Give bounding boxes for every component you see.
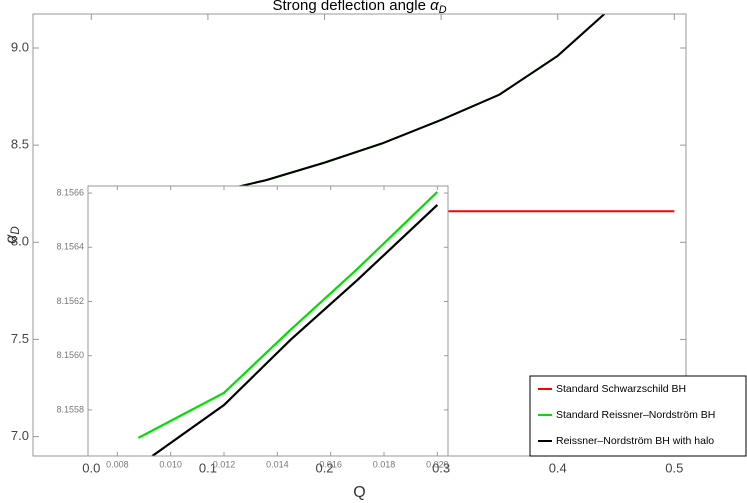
x-tick-label: 0.0 xyxy=(82,460,100,475)
x-tick-label: 0.014 xyxy=(266,459,289,469)
x-tick-label: 0.018 xyxy=(373,459,396,469)
legend xyxy=(529,375,747,457)
series-line xyxy=(137,191,439,439)
y-tick-label: 8.1558 xyxy=(56,404,84,414)
x-tick-label: 0.5 xyxy=(665,460,683,475)
frame xyxy=(87,185,449,457)
x-tick-label: 0.1 xyxy=(199,460,217,475)
legend-label: Standard Reissner–Nordström BH xyxy=(556,409,715,421)
legend-label: Standard Schwarzschild BH xyxy=(556,383,686,395)
legend-label: Reissner–Nordström BH with halo xyxy=(556,435,714,447)
y-tick-label: 8.5 xyxy=(11,137,29,152)
x-tick-label: 0.008 xyxy=(106,459,129,469)
plot-area xyxy=(88,186,448,456)
x-tick-label: 0.4 xyxy=(549,460,567,475)
y-tick-label: 8.1560 xyxy=(56,350,84,360)
y-tick-label: 8.1564 xyxy=(56,242,84,252)
x-tick-label: 0.3 xyxy=(432,460,450,475)
x-tick-label: 0.020 xyxy=(426,459,449,469)
x-tick-label: 0.016 xyxy=(319,459,342,469)
chart-title: Strong deflection angle αD xyxy=(273,0,447,16)
x-tick-label: 0.012 xyxy=(213,459,236,469)
y-axis-label: αD xyxy=(3,226,22,243)
y-tick-label: 7.5 xyxy=(11,331,29,346)
x-axis-label: Q xyxy=(353,484,365,501)
y-tick-label: 7.0 xyxy=(11,428,29,443)
y-tick-label: 9.0 xyxy=(11,39,29,54)
y-tick-label: 8.1562 xyxy=(56,296,84,306)
series-line xyxy=(151,204,439,456)
x-tick-label: 0.010 xyxy=(159,459,182,469)
y-tick-label: 8.0 xyxy=(11,234,29,249)
x-tick-label: 0.2 xyxy=(315,460,333,475)
y-tick-label: 8.1566 xyxy=(56,187,84,197)
